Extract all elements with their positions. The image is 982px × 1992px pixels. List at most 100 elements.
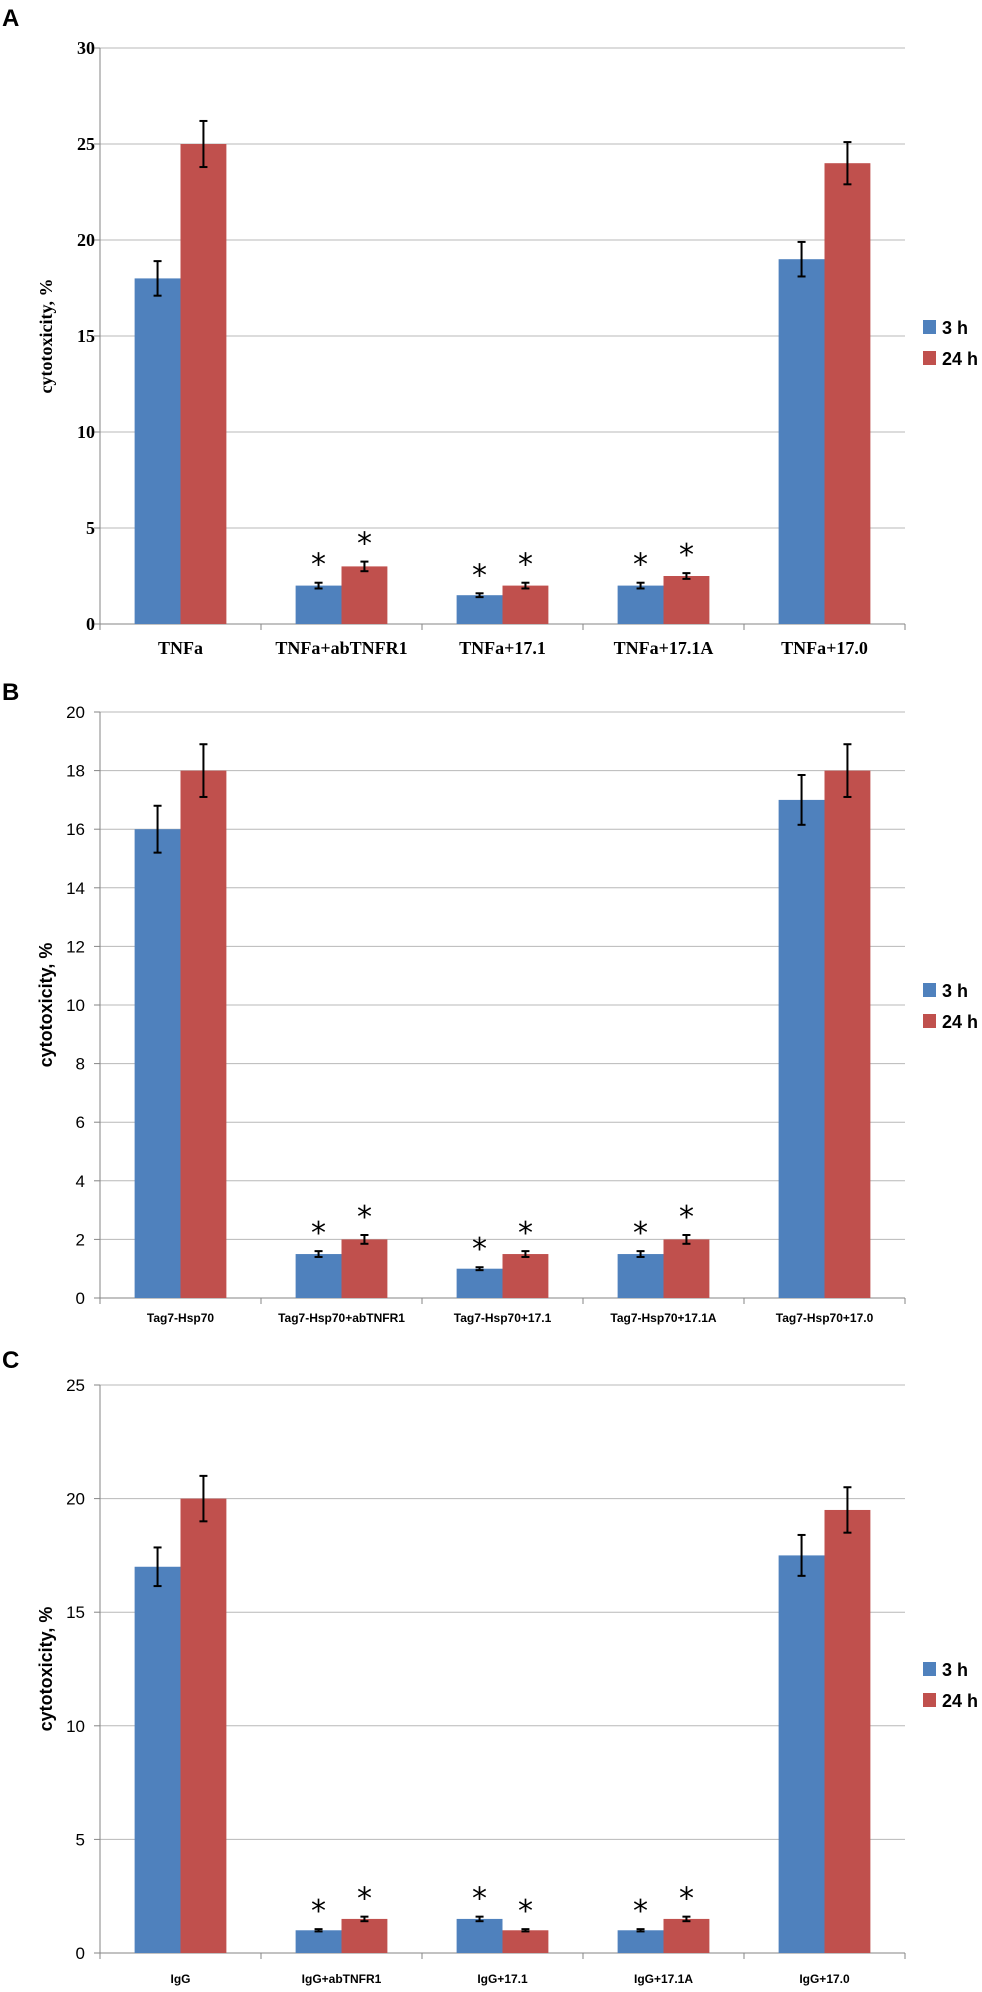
significance-star: * [679,1882,694,1917]
y-tick-label: 16 [66,820,85,839]
x-category-label: Tag7-Hsp70+17.1 [454,1311,552,1325]
significance-star: * [518,1216,533,1251]
panel-c: C 0 5 10 15 20 25 IgG * * IgG+abTNFR1 * * IgG+17.1 * * I… [2,1347,978,1986]
x-category-label: IgG [171,1972,191,1986]
y-tick-label: 20 [66,1490,85,1509]
y-tick-label: 14 [66,879,85,898]
y-tick-label: 0 [86,614,95,634]
panel-letter: B [2,679,19,706]
bar-24h [824,770,871,1298]
bar-3h [134,1566,181,1953]
significance-star: * [311,1894,326,1929]
panel-b: B 0 2 4 6 8 10 12 14 16 18 20 Tag7-Hsp70 * * Tag7-Hsp70… [2,679,978,1325]
bar-24h [824,163,871,624]
x-category-label: IgG+17.1A [634,1972,693,1986]
bar-24h [180,1498,227,1953]
bar-24h [502,1930,549,1953]
y-tick-label: 2 [76,1230,85,1249]
y-tick-label: 10 [66,996,85,1015]
bar-24h [180,770,227,1298]
y-axis-label: cytotoxicity, % [36,943,56,1068]
significance-star: * [357,527,372,562]
significance-star: * [472,1232,487,1267]
y-tick-label: 10 [66,1717,85,1736]
legend-label-3h: 3 h [942,318,968,338]
significance-star: * [633,1894,648,1929]
bar-3h [456,595,503,624]
bar-3h [295,1930,342,1953]
bar-24h [341,1239,388,1298]
significance-star: * [357,1882,372,1917]
y-tick-label: 0 [76,1289,85,1308]
legend-swatch-24h [923,1693,936,1707]
x-category-label: IgG+17.0 [799,1972,850,1986]
y-tick-label: 25 [66,1376,85,1395]
legend-label-24h: 24 h [942,349,978,369]
bar-24h [341,566,388,624]
y-axis-label: cytotoxicity, % [36,1607,56,1732]
bar-24h [180,144,227,624]
x-category-label: Tag7-Hsp70+17.1A [610,1311,716,1325]
y-tick-label: 20 [66,703,85,722]
bar-24h [502,1254,549,1298]
x-category-label: Tag7-Hsp70 [147,1311,214,1325]
y-tick-label: 6 [76,1113,85,1132]
significance-star: * [311,548,326,583]
significance-star: * [357,1200,372,1235]
legend-label-3h: 3 h [942,981,968,1001]
panel-a: A 0 5 10 15 20 25 30 TNFa * * TNFa+abTNFR1 * * TNFa+17… [2,5,978,658]
bar-24h [824,1509,871,1953]
significance-star: * [633,548,648,583]
legend-swatch-3h [923,1662,936,1676]
bar-3h [456,1918,503,1953]
x-category-label: TNFa+abTNFR1 [275,638,407,658]
bar-3h [295,1254,342,1298]
bar-24h [663,1239,710,1298]
y-tick-label: 5 [76,1830,85,1849]
significance-star: * [633,1216,648,1251]
bar-3h [617,585,664,624]
y-tick-label: 15 [77,326,95,346]
significance-star: * [472,1882,487,1917]
legend-swatch-24h [923,351,936,365]
legend-label-24h: 24 h [942,1691,978,1711]
y-tick-label: 20 [77,230,95,250]
panel-letter: C [2,1347,19,1374]
y-tick-label: 12 [66,937,85,956]
bar-3h [617,1254,664,1298]
significance-star: * [518,548,533,583]
panel-letter: A [2,5,19,32]
bar-24h [502,585,549,624]
x-category-label: TNFa+17.1 [459,638,546,658]
bar-3h [134,829,181,1298]
legend-label-24h: 24 h [942,1012,978,1032]
y-tick-label: 0 [76,1944,85,1963]
x-category-label: Tag7-Hsp70+abTNFR1 [278,1311,405,1325]
y-tick-label: 8 [76,1055,85,1074]
bar-3h [617,1930,664,1953]
y-tick-label: 5 [86,518,95,538]
y-axis-label: cytotoxicity, % [36,279,56,394]
x-category-label: TNFa+17.0 [781,638,868,658]
x-category-label: Tag7-Hsp70+17.0 [776,1311,874,1325]
significance-star: * [679,1200,694,1235]
x-category-label: IgG+17.1 [477,1972,528,1986]
legend-swatch-3h [923,983,936,997]
significance-star: * [518,1894,533,1929]
bar-3h [295,585,342,624]
bar-24h [341,1918,388,1953]
y-tick-label: 10 [77,422,95,442]
bar-3h [778,799,825,1298]
significance-star: * [311,1216,326,1251]
bar-3h [456,1268,503,1298]
legend-swatch-3h [923,320,936,334]
legend-swatch-24h [923,1014,936,1028]
x-category-label: IgG+abTNFR1 [302,1972,382,1986]
bar-3h [134,278,181,624]
y-tick-label: 4 [76,1172,85,1191]
significance-star: * [679,538,694,573]
y-tick-label: 25 [77,134,95,154]
x-category-label: TNFa [158,638,203,658]
